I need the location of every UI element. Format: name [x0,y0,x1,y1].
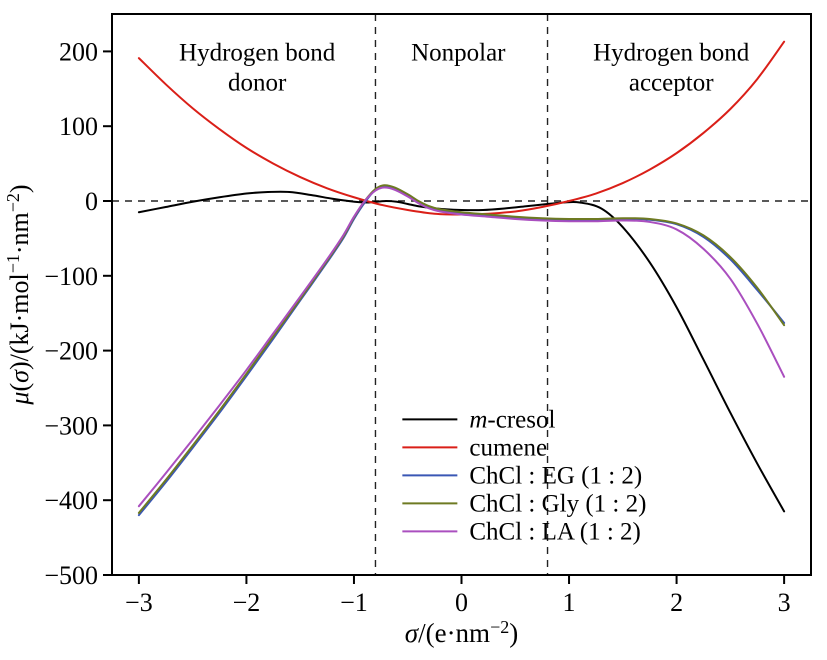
y-tick-label: 100 [59,112,98,141]
x-tick-label: −2 [233,588,261,617]
legend-item: ChCl : Gly (1 : 2) [402,490,646,517]
y-tick-label: −200 [44,337,98,366]
region-label: Hydrogen bond [179,39,336,66]
region-label: donor [228,69,287,96]
y-tick-label: 0 [85,187,98,216]
y-tick-label: −100 [44,262,98,291]
series-line-cumene [137,40,786,216]
x-axis-title: σ/(e·nm−2) [405,617,518,648]
legend-item: ChCl : LA (1 : 2) [402,518,641,545]
series-line-chcl-gly-1-2- [137,184,786,514]
y-tick-label: −400 [44,486,98,515]
plot-frame [111,13,812,576]
y-tick-label: −300 [44,411,98,440]
legend-label: ChCl : LA (1 : 2) [469,518,641,545]
legend-label: ChCl : Gly (1 : 2) [469,490,646,517]
legend-label: ChCl : EG (1 : 2) [469,462,642,489]
x-tick-label: −1 [340,588,368,617]
y-tick-label: −500 [44,561,98,590]
legend-label: cumene [469,434,547,461]
region-label: Hydrogen bond [593,39,750,66]
x-tick-label: −3 [125,588,153,617]
legend-label: m-cresol [469,406,555,433]
x-tick-label: 1 [563,588,576,617]
x-tick-label: 0 [455,588,468,617]
y-tick-label: 200 [59,37,98,66]
region-label: acceptor [629,69,714,96]
series-line-chcl-la-1-2- [137,186,786,508]
x-tick-label: 3 [778,588,791,617]
legend-item: m-cresol [402,406,555,433]
region-label: Nonpolar [411,39,506,66]
x-tick-label: 2 [670,588,683,617]
y-axis-title: μ(σ)/(kJ·mol−1·nm−2) [3,184,34,405]
legend-item: ChCl : EG (1 : 2) [402,462,642,489]
legend-item: cumene [402,434,547,461]
series-line-m-cresol [137,190,786,513]
